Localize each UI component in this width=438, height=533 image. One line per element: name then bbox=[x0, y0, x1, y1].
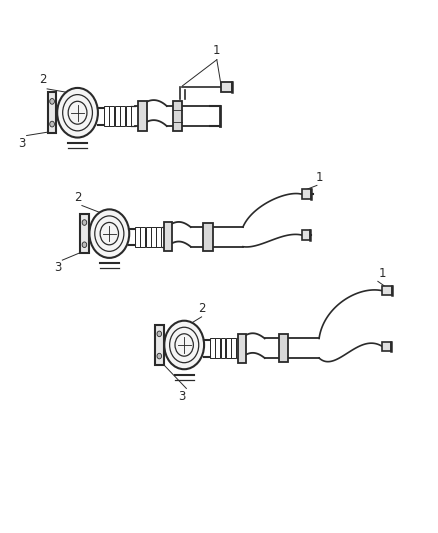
Circle shape bbox=[57, 88, 98, 138]
Bar bbox=[279, 334, 288, 362]
Bar bbox=[382, 286, 392, 295]
Text: 1: 1 bbox=[315, 171, 323, 184]
Bar bbox=[115, 106, 120, 126]
Bar bbox=[302, 230, 311, 240]
Text: 3: 3 bbox=[18, 136, 26, 150]
Bar bbox=[203, 223, 213, 251]
Text: 1: 1 bbox=[213, 44, 221, 57]
Bar bbox=[120, 106, 125, 126]
Bar bbox=[173, 101, 183, 131]
Bar bbox=[382, 342, 391, 351]
Circle shape bbox=[157, 353, 162, 359]
Bar bbox=[231, 338, 236, 358]
Circle shape bbox=[89, 209, 129, 258]
Circle shape bbox=[82, 220, 87, 225]
Circle shape bbox=[164, 321, 204, 369]
Bar bbox=[164, 222, 173, 252]
Text: 2: 2 bbox=[198, 302, 205, 316]
Bar bbox=[135, 227, 140, 247]
Bar bbox=[109, 106, 114, 126]
Circle shape bbox=[50, 99, 54, 104]
Bar bbox=[151, 227, 156, 247]
Circle shape bbox=[50, 121, 54, 127]
Bar bbox=[140, 227, 145, 247]
Circle shape bbox=[157, 331, 162, 337]
Bar bbox=[238, 334, 247, 363]
Bar bbox=[48, 92, 57, 133]
Bar bbox=[138, 101, 147, 132]
Bar bbox=[104, 106, 109, 126]
Text: 3: 3 bbox=[54, 261, 62, 274]
Text: 2: 2 bbox=[74, 191, 81, 204]
Bar bbox=[80, 214, 88, 254]
Text: 2: 2 bbox=[39, 73, 46, 86]
Bar bbox=[155, 325, 163, 365]
Text: 1: 1 bbox=[378, 266, 386, 280]
Circle shape bbox=[82, 242, 87, 247]
Bar bbox=[210, 338, 215, 358]
Bar bbox=[221, 338, 226, 358]
Bar bbox=[302, 189, 311, 199]
Bar bbox=[126, 106, 131, 126]
Bar bbox=[226, 338, 231, 358]
Bar bbox=[215, 338, 220, 358]
Bar bbox=[221, 82, 232, 92]
Bar bbox=[156, 227, 161, 247]
Text: 3: 3 bbox=[178, 390, 186, 402]
Bar bbox=[146, 227, 151, 247]
